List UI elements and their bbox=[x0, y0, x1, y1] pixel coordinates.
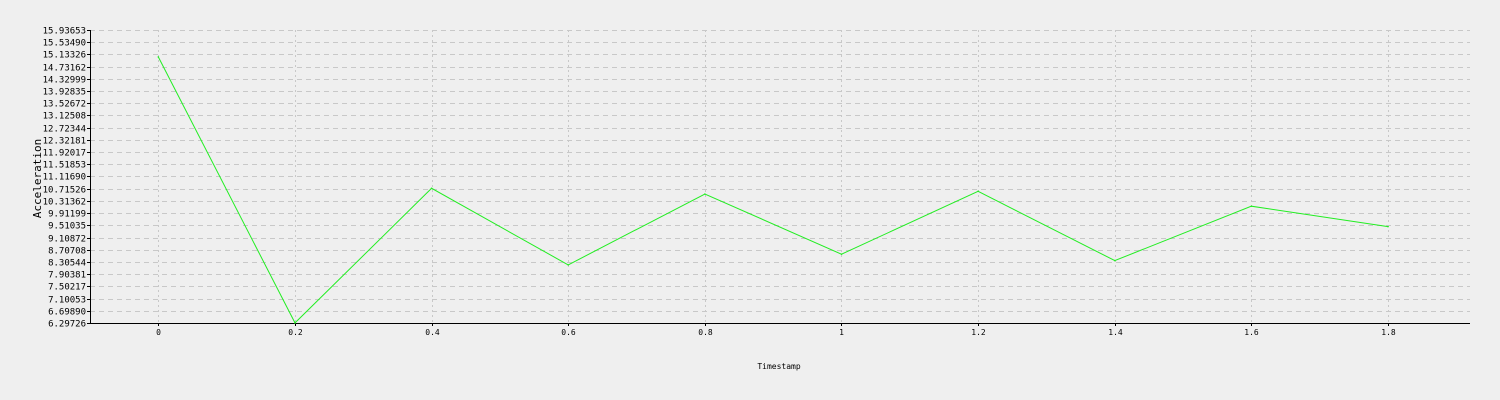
y-tick-label: 13.92835 bbox=[43, 88, 86, 98]
y-tick-label: 14.32999 bbox=[43, 76, 86, 86]
data-point bbox=[977, 190, 979, 193]
x-tick-label: 0 bbox=[156, 328, 161, 337]
y-tick-label: 7.90381 bbox=[48, 271, 86, 281]
x-tick-label: 0.8 bbox=[698, 328, 713, 337]
data-point bbox=[704, 193, 706, 195]
x-tick-label: 1.4 bbox=[1108, 328, 1123, 337]
data-point bbox=[1114, 259, 1116, 262]
y-tick-label: 13.12508 bbox=[43, 112, 86, 122]
series-layer bbox=[157, 56, 1389, 324]
y-tick-label: 11.51853 bbox=[43, 161, 86, 171]
x-tick-label: 0.4 bbox=[425, 328, 440, 337]
x-tick-label: 0.2 bbox=[288, 328, 303, 337]
y-tick-label: 13.52672 bbox=[43, 100, 86, 110]
y-tick-label: 11.11690 bbox=[43, 173, 86, 183]
labels-layer: 6.29726 6.69890 7.10053 7.50217 7.90381 8.305… bbox=[43, 27, 1396, 338]
y-tick-label: 12.72344 bbox=[43, 125, 86, 135]
y-tick-label: 9.51035 bbox=[48, 222, 86, 232]
data-point bbox=[294, 322, 296, 324]
y-tick-label: 6.29726 bbox=[48, 320, 86, 330]
x-tick-label: 1.8 bbox=[1381, 328, 1396, 337]
y-tick-label: 6.69890 bbox=[48, 308, 86, 318]
y-tick-label: 7.10053 bbox=[48, 296, 86, 306]
y-tick-label: 15.93653 bbox=[43, 27, 86, 37]
y-tick-label: 9.10872 bbox=[48, 235, 86, 245]
y-tick-label: 10.71526 bbox=[43, 186, 86, 196]
y-tick-label: 11.92017 bbox=[43, 149, 86, 159]
y-tick-label: 15.13326 bbox=[43, 51, 86, 61]
data-point bbox=[840, 253, 843, 255]
series-line bbox=[157, 56, 1389, 324]
x-tick-label: 1.6 bbox=[1244, 328, 1259, 337]
data-point bbox=[157, 56, 160, 58]
y-tick-label: 10.31362 bbox=[43, 198, 86, 208]
data-point bbox=[1387, 225, 1389, 228]
data-point bbox=[567, 264, 569, 266]
y-tick-label: 14.73162 bbox=[43, 64, 86, 74]
data-point bbox=[430, 187, 433, 190]
y-tick-label: 8.70708 bbox=[48, 247, 86, 257]
y-tick-label: 7.50217 bbox=[48, 283, 86, 293]
grid-layer bbox=[90, 30, 1470, 323]
y-tick-label: 8.30544 bbox=[48, 259, 86, 269]
y-axis-title: Acceleration bbox=[31, 139, 44, 218]
y-tick-label: 9.91199 bbox=[48, 210, 86, 220]
data-point bbox=[1250, 205, 1253, 207]
y-tick-label: 12.32181 bbox=[43, 137, 86, 147]
x-tick-label: 1.2 bbox=[971, 328, 986, 337]
y-tick-label: 15.53490 bbox=[43, 39, 86, 49]
x-tick-label: 1 bbox=[839, 328, 844, 337]
x-axis-title: Timestamp bbox=[757, 362, 801, 371]
x-tick-label: 0.6 bbox=[561, 328, 576, 337]
axes-layer bbox=[87, 30, 1470, 326]
